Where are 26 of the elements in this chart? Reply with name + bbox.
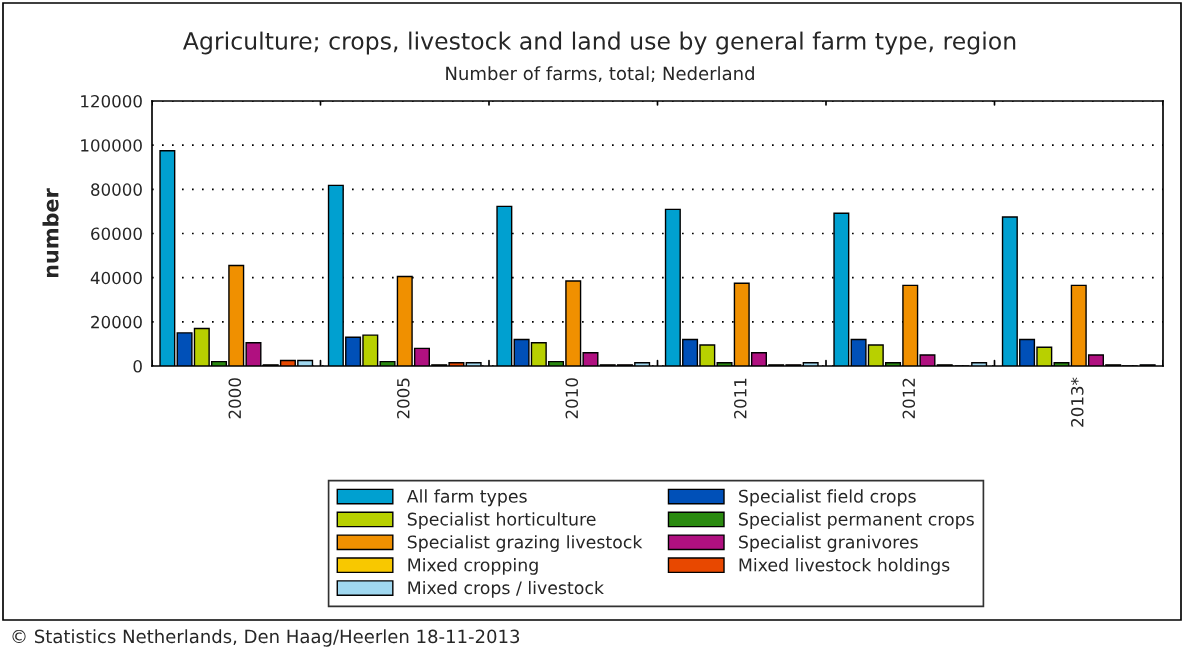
legend-label: Specialist field crops — [739, 489, 916, 507]
legend-label: Specialist granivores — [739, 535, 918, 552]
chart-title: Agriculture; crops, livestock and land use by general farm type, region — [182, 31, 1016, 55]
legend-label: Mixed crops / livestock — [408, 580, 604, 598]
y-tick-label: 0 — [133, 359, 142, 373]
y-tick-label: 100000 — [81, 139, 142, 152]
y-tick-label: 60000 — [91, 227, 142, 241]
legend-label: Mixed cropping — [408, 558, 538, 575]
x-tick-label: 2013* — [1070, 377, 1084, 427]
legend-label: Specialist grazing livestock — [407, 535, 643, 552]
y-tick-label: 80000 — [91, 183, 142, 196]
x-tick-label: 2005 — [396, 378, 410, 419]
legend-label: Specialist horticulture — [407, 512, 596, 530]
y-tick-label: 20000 — [91, 315, 142, 329]
x-tick-label: 2011 — [733, 378, 747, 419]
legend-label: All farm types — [406, 489, 527, 507]
legend-label: Mixed livestock holdings — [739, 558, 950, 575]
y-tick-label: 40000 — [90, 271, 142, 285]
y-axis-title: number — [42, 188, 59, 278]
y-tick-label: 120000 — [81, 94, 142, 108]
x-tick-label: 2012 — [902, 378, 916, 419]
chart-subtitle: Number of farms, total; Nederland — [446, 66, 754, 83]
x-tick-label: 2000 — [228, 378, 242, 419]
x-tick-label: 2010 — [565, 378, 579, 419]
text: © Statistics Netherlands, Den Haag/Heerlen 18-11-2013 — [12, 629, 520, 647]
legend-label: Specialist permanent crops — [739, 512, 974, 530]
